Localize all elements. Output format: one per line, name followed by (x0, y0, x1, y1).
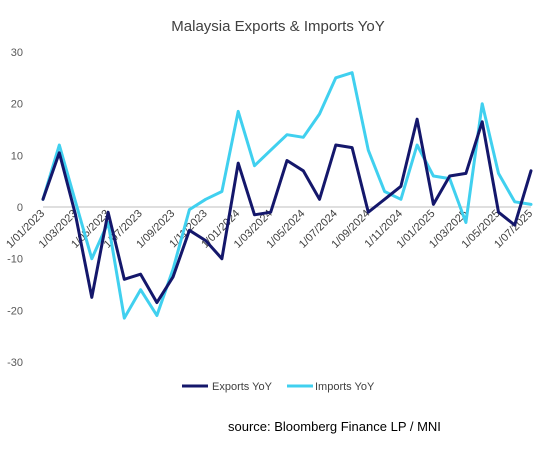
source-note: source: Bloomberg Finance LP / MNI (228, 419, 441, 434)
legend-label-imports: Imports YoY (315, 381, 375, 393)
y-tick-label: -30 (7, 357, 23, 369)
y-tick-label: -10 (7, 254, 23, 266)
y-tick-label: 20 (11, 99, 23, 111)
y-tick-label: -20 (7, 305, 23, 317)
chart-title: Malaysia Exports & Imports YoY (171, 18, 384, 35)
y-tick-label: 30 (11, 47, 23, 59)
y-axis: 30 20 10 0 -10 -20 -30 (7, 47, 23, 369)
legend-label-exports: Exports YoY (212, 381, 273, 393)
series-layer (41, 71, 533, 320)
y-tick-label: 0 (17, 202, 23, 214)
series-line-imports (41, 71, 533, 320)
series-line-exports (41, 117, 533, 305)
legend: Exports YoY Imports YoY (182, 381, 375, 393)
y-tick-label: 10 (11, 150, 23, 162)
